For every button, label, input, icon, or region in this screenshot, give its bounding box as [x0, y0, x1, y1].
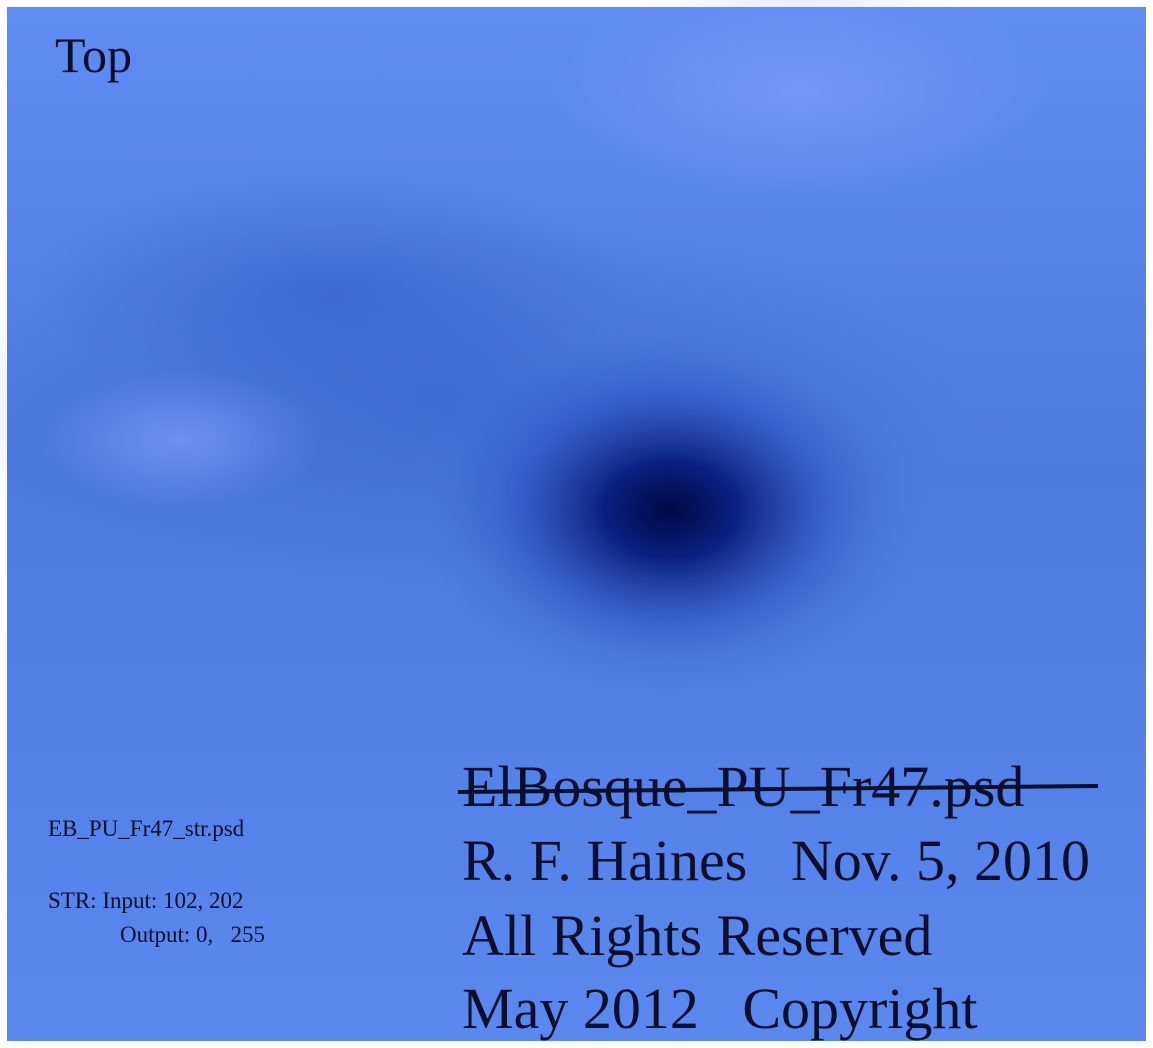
bright-area: [40, 370, 320, 510]
orientation-label: Top: [55, 27, 132, 83]
file-name: EB_PU_Fr47_str.psd: [48, 816, 245, 841]
stretch-output: Output: 0, 255: [120, 922, 265, 947]
stretch-input: STR: Input: 102, 202: [48, 888, 244, 913]
rights: All Rights Reserved: [462, 903, 932, 968]
page: html, body { margin: 0; padding: 0; widt…: [0, 0, 1153, 1048]
page-body: {"image": { "orientation": "Top", "small…: [0, 0, 1153, 1048]
dark-object: [410, 320, 930, 700]
photo: Top EB_PU_Fr47_str.psd STR: Input: 102, …: [0, 0, 1153, 1048]
author-date: R. F. Haines Nov. 5, 2010: [462, 828, 1090, 893]
copyright: May 2012 Copyright: [462, 976, 978, 1041]
